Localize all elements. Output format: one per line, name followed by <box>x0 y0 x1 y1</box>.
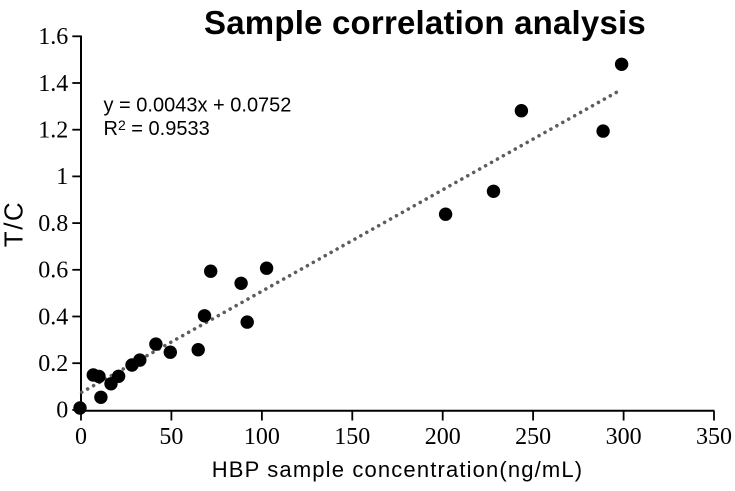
svg-text:50: 50 <box>159 424 183 450</box>
svg-text:0.2: 0.2 <box>38 351 68 377</box>
svg-text:0.6: 0.6 <box>38 258 68 284</box>
svg-text:350: 350 <box>696 424 732 450</box>
svg-text:R2 = 0.9533: R2 = 0.9533 <box>104 117 210 140</box>
svg-text:0.4: 0.4 <box>38 304 68 330</box>
svg-text:Sample correlation analysis: Sample correlation analysis <box>204 4 646 41</box>
svg-text:250: 250 <box>515 424 551 450</box>
svg-text:HBP sample concentration(ng/mL: HBP sample concentration(ng/mL) <box>212 457 584 482</box>
svg-text:150: 150 <box>334 424 370 450</box>
svg-text:1.6: 1.6 <box>38 24 68 50</box>
svg-text:0: 0 <box>75 424 87 450</box>
svg-text:100: 100 <box>244 424 280 450</box>
svg-text:1.4: 1.4 <box>38 71 68 97</box>
svg-text:T/C: T/C <box>0 201 29 247</box>
svg-text:0: 0 <box>56 398 68 424</box>
svg-text:y = 0.0043x + 0.0752: y = 0.0043x + 0.0752 <box>104 95 292 117</box>
svg-text:1: 1 <box>56 164 68 190</box>
svg-text:0.8: 0.8 <box>38 211 68 237</box>
svg-text:1.2: 1.2 <box>38 118 68 144</box>
svg-text:200: 200 <box>425 424 461 450</box>
svg-text:300: 300 <box>606 424 642 450</box>
